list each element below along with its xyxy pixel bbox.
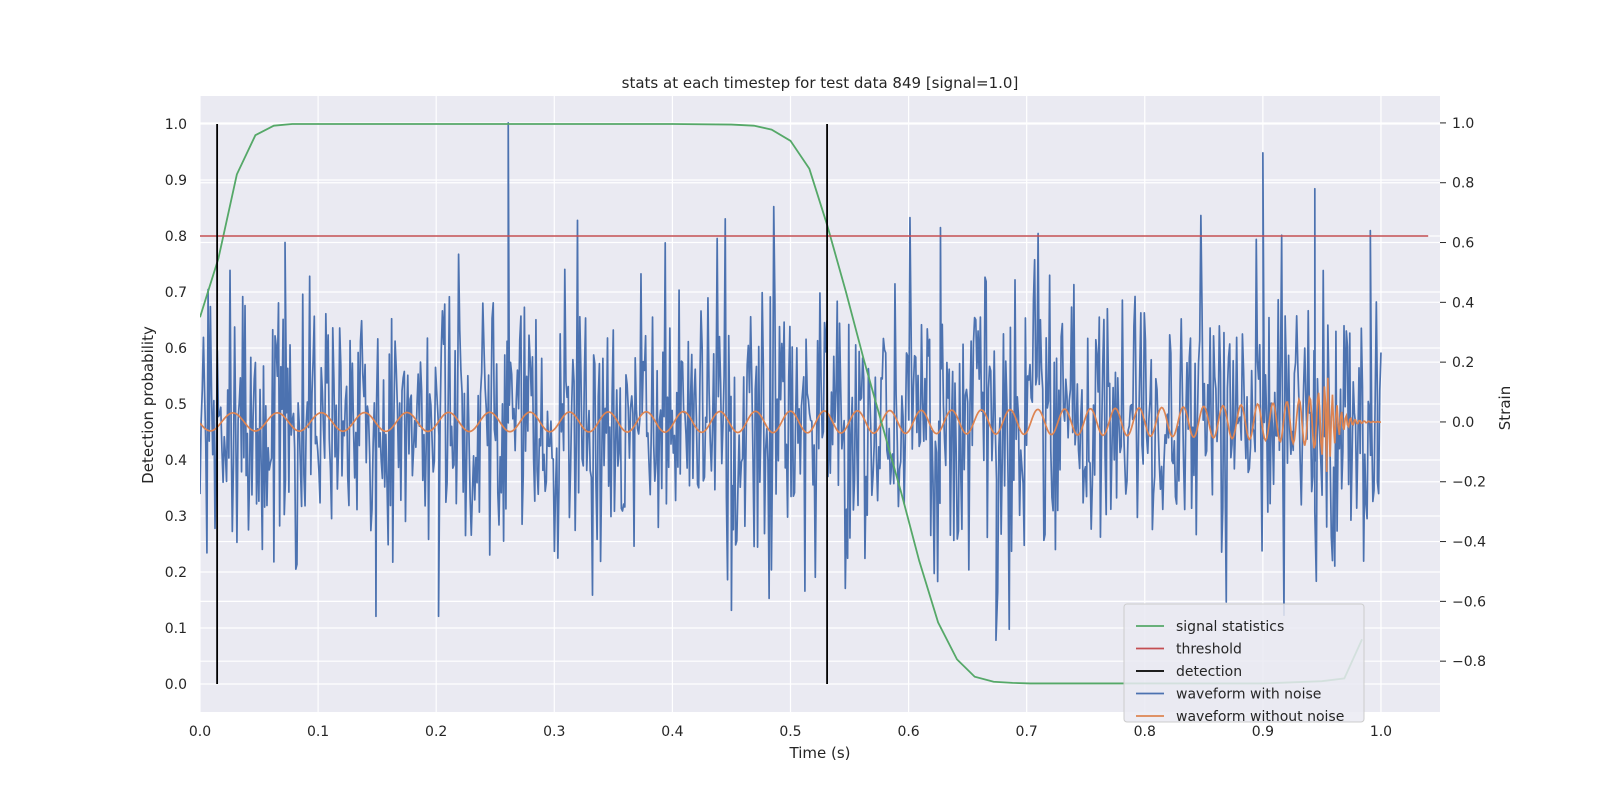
x-tick-label: 0.5 — [779, 724, 801, 740]
y-tick-label: 0.8 — [165, 229, 187, 245]
y-tick-label: 0.5 — [165, 397, 187, 413]
y-tick-label: 0.7 — [165, 285, 187, 301]
y2-tick-label: −0.8 — [1452, 654, 1486, 670]
series-signal-statistics — [200, 123, 1363, 685]
y-tick-label: 0.0 — [165, 677, 187, 693]
y-tick-label: 1.0 — [165, 117, 187, 133]
legend-label: waveform without noise — [1176, 709, 1344, 725]
y-tick-label: 0.4 — [165, 453, 187, 469]
legend-label: detection — [1176, 664, 1242, 680]
legend-label: waveform with noise — [1176, 687, 1321, 703]
y2-tick-label: −0.4 — [1452, 535, 1486, 551]
y-tick-label: 0.9 — [165, 173, 187, 189]
y2-axis-label: Strain — [1496, 386, 1514, 430]
x-tick-label: 0.8 — [1134, 724, 1156, 740]
legend: signal statistics threshold detection wavef… — [1123, 603, 1365, 725]
legend-label: signal statistics — [1176, 619, 1284, 635]
x-tick-label: 0.7 — [1016, 724, 1038, 740]
x-tick-label: 0.1 — [307, 724, 329, 740]
y-axis-label: Detection probability — [139, 326, 157, 484]
series-layer — [200, 122, 1429, 685]
legend-box — [1123, 603, 1365, 723]
chart-title: stats at each timestep for test data 849… — [622, 74, 1019, 92]
x-axis-label: Time (s) — [789, 744, 851, 762]
series-waveform-without-noise — [200, 377, 1382, 472]
y2-tick-label: 0.4 — [1452, 295, 1474, 311]
y2-tick-label: 0.8 — [1452, 176, 1474, 192]
x-tick-label: 0.6 — [897, 724, 919, 740]
y2-tick-label: 0.0 — [1452, 415, 1474, 431]
y2-tick-label: 1.0 — [1452, 116, 1474, 132]
x-tick-label: 0.9 — [1252, 724, 1274, 740]
y2-tick-label: 0.6 — [1452, 236, 1474, 252]
x-tick-label: 0.4 — [661, 724, 683, 740]
x-tick-label: 0.2 — [425, 724, 447, 740]
y-tick-label: 0.2 — [165, 565, 187, 581]
y2-axis-ticks: −0.8 −0.6 −0.4 −0.2 0.0 0.2 0.4 0.6 0.8 1.0 — [1440, 116, 1486, 670]
y2-tick-label: −0.6 — [1452, 594, 1486, 610]
x-axis-ticks: 0.0 0.1 0.2 0.3 0.4 0.5 0.6 0.7 0.8 0.9 1.0 — [189, 724, 1392, 740]
y-tick-label: 0.3 — [165, 509, 187, 525]
x-tick-label: 1.0 — [1370, 724, 1392, 740]
y2-tick-label: 0.2 — [1452, 355, 1474, 371]
y-axis-ticks: 0.0 0.1 0.2 0.3 0.4 0.5 0.6 0.7 0.8 0.9 1.0 — [165, 117, 187, 693]
x-tick-label: 0.3 — [543, 724, 565, 740]
legend-label: threshold — [1176, 642, 1242, 658]
y-tick-label: 0.1 — [165, 621, 187, 637]
y-tick-label: 0.6 — [165, 341, 187, 357]
y2-tick-label: −0.2 — [1452, 475, 1486, 491]
series-waveform-with-noise — [200, 122, 1382, 642]
x-tick-label: 0.0 — [189, 724, 211, 740]
